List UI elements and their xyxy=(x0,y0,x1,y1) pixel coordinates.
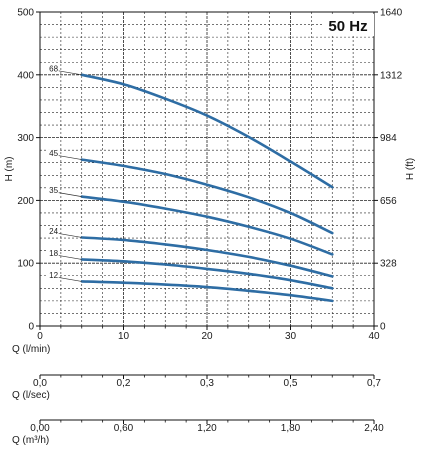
performance-curve xyxy=(80,236,334,278)
axes: 0 100 200 300 400 500 0 328 656 984 1312 1640 0 10 20 3… xyxy=(17,8,402,435)
x-axis-tick-label: 20 xyxy=(201,331,213,342)
frequency-label: 50 Hz xyxy=(328,18,367,35)
performance-curve xyxy=(80,195,334,256)
left-axis-tick-label: 300 xyxy=(17,133,34,144)
x-axis-tick-label: 0 xyxy=(37,331,43,342)
curve-label: 45 xyxy=(49,149,58,158)
frequency-label-background xyxy=(322,14,374,36)
x-axis-tick-label: 0,7 xyxy=(367,378,381,389)
x-axis-title: Q (m³/h) xyxy=(12,435,49,446)
curve-label-background xyxy=(46,186,59,195)
left-axis-tick-label: 0 xyxy=(28,322,34,333)
right-axis-tick-label: 1640 xyxy=(380,8,403,19)
left-axis-tick-label: 400 xyxy=(17,70,34,81)
x-axis-tick-label: 0,0 xyxy=(33,378,47,389)
curve-label: 35 xyxy=(49,186,58,195)
curve-label: 24 xyxy=(49,227,58,236)
left-axis-tick-label: 200 xyxy=(17,196,34,207)
performance-curve xyxy=(80,258,334,290)
curve-label-leader xyxy=(58,70,82,76)
x-axis-tick-label: 10 xyxy=(118,331,130,342)
right-axis-tick-label: 1312 xyxy=(380,70,403,81)
right-axis-tick-label: 0 xyxy=(380,322,386,333)
performance-curve xyxy=(80,73,334,189)
right-axis-tick-label: 984 xyxy=(380,133,397,144)
x-axis-tick-label: 0,00 xyxy=(30,423,50,434)
x-axis-tick-label: 40 xyxy=(368,331,380,342)
grid xyxy=(40,12,374,326)
right-axis-title: H (ft) xyxy=(405,158,416,180)
right-axis-tick-label: 328 xyxy=(380,259,397,270)
curve-label-background xyxy=(46,64,59,73)
curve-label-background xyxy=(46,227,59,236)
x-axis-tick-label: 0,3 xyxy=(200,378,214,389)
x-axis-tick-label: 30 xyxy=(285,331,297,342)
x-axis-tick-label: 1,20 xyxy=(197,423,217,434)
curve-label-leader xyxy=(58,233,82,238)
x-axis-tick-label: 0,60 xyxy=(114,423,134,434)
curve-label: 12 xyxy=(49,271,58,280)
curve-label-leader xyxy=(58,255,82,260)
performance-curve xyxy=(80,158,334,235)
x-axis-tick-label: 0,5 xyxy=(284,378,298,389)
x-axis-title: Q (l/sec) xyxy=(12,390,50,401)
labels: H (m) H (ft) Q (l/min) Q (l/sec) Q (m³/h) 68 4… xyxy=(4,14,416,446)
curve-label-background xyxy=(46,271,59,280)
curves xyxy=(80,73,334,303)
curve-label-background xyxy=(46,149,59,158)
curve-label-background xyxy=(46,249,59,258)
x-axis-tick-label: 0,2 xyxy=(117,378,131,389)
left-axis-tick-label: 100 xyxy=(17,259,34,270)
curve-label-leader xyxy=(58,192,82,197)
curve-label-leader xyxy=(58,277,82,282)
x-axis-tick-label: 1,80 xyxy=(281,423,301,434)
right-axis-tick-label: 656 xyxy=(380,196,397,207)
x-axis-tick-label: 2,40 xyxy=(364,423,384,434)
curve-label: 18 xyxy=(49,249,58,258)
curve-label-leader xyxy=(58,155,82,160)
performance-curve xyxy=(80,280,334,303)
x-axis-title: Q (l/min) xyxy=(12,344,50,355)
curve-label: 68 xyxy=(49,64,58,73)
left-axis-title: H (m) xyxy=(4,157,15,182)
left-axis-tick-label: 500 xyxy=(17,8,34,19)
